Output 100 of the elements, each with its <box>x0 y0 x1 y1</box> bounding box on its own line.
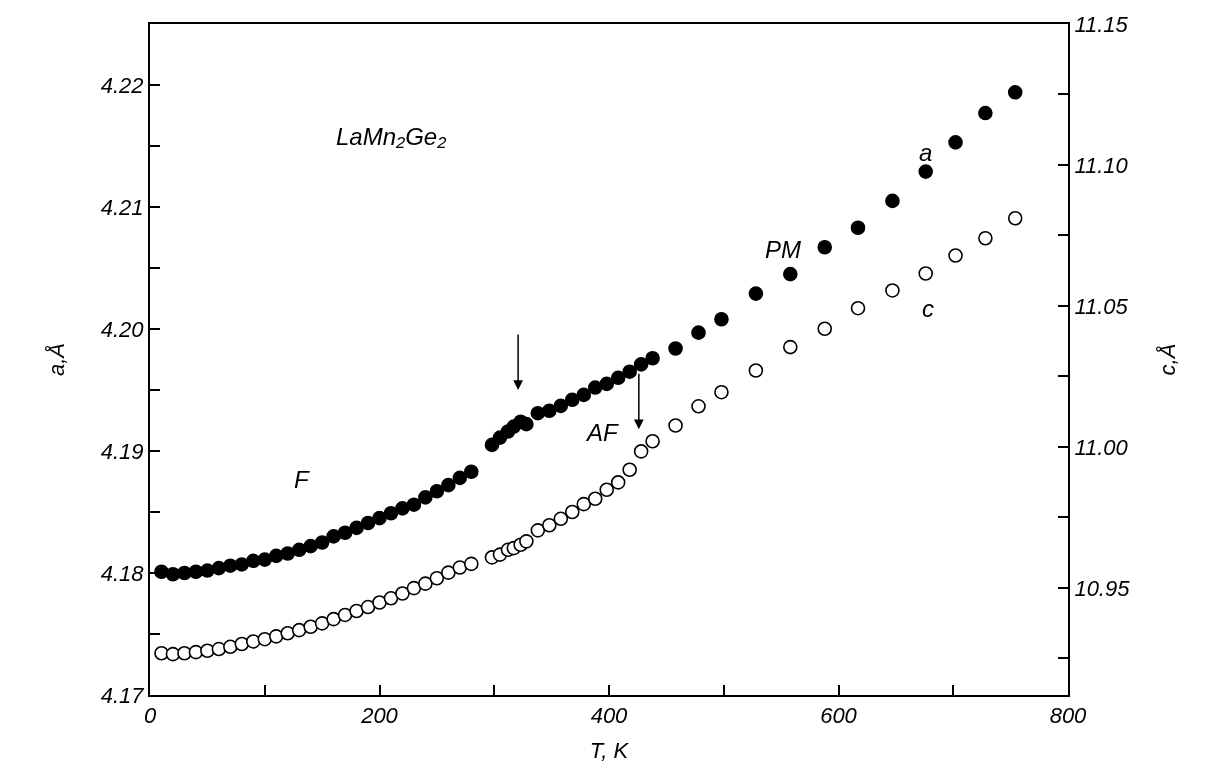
point <box>918 164 934 179</box>
point <box>542 403 557 419</box>
point <box>748 286 764 301</box>
point <box>542 517 557 533</box>
point <box>564 392 580 408</box>
point <box>291 622 307 638</box>
point <box>622 364 637 379</box>
point <box>885 193 900 209</box>
point <box>383 591 399 606</box>
point <box>349 520 364 536</box>
point <box>622 462 637 478</box>
point <box>948 248 963 263</box>
point <box>978 230 993 246</box>
point <box>610 370 626 386</box>
point <box>714 384 729 400</box>
point <box>587 491 603 507</box>
point <box>406 580 422 596</box>
annotation: LaMn₂Ge₂ <box>336 123 447 150</box>
y-tick-label: 4.22 <box>100 72 144 98</box>
point <box>303 538 318 554</box>
point <box>223 639 238 655</box>
point <box>326 529 341 544</box>
point <box>303 619 318 635</box>
point <box>610 475 626 490</box>
point <box>314 616 330 631</box>
y-tick-label: 4.21 <box>100 194 144 220</box>
point <box>268 629 284 644</box>
point <box>599 482 615 498</box>
point <box>349 603 364 619</box>
point <box>234 557 250 572</box>
point <box>441 477 456 493</box>
point <box>154 645 169 661</box>
point <box>200 563 215 578</box>
point <box>200 643 215 659</box>
point <box>576 387 592 403</box>
y-tick-label: 4.18 <box>100 560 145 586</box>
point <box>530 523 546 538</box>
point <box>885 283 900 298</box>
point <box>429 483 445 499</box>
point <box>691 399 706 414</box>
point <box>850 300 866 316</box>
point <box>360 515 376 531</box>
point <box>668 341 683 356</box>
annotation: AF <box>585 419 620 446</box>
point <box>645 433 660 449</box>
y-tick-label: 4.19 <box>100 438 144 464</box>
point <box>783 339 798 355</box>
point <box>360 599 376 615</box>
point <box>817 239 833 255</box>
point <box>633 357 649 372</box>
point <box>1007 210 1023 226</box>
y2-tick-label: 11.15 <box>1074 11 1129 37</box>
point <box>748 363 764 378</box>
annotation: a <box>919 139 933 166</box>
x-tick-label: 600 <box>820 703 858 729</box>
point <box>464 556 479 572</box>
point <box>429 570 445 586</box>
y2-axis-title: c,Å <box>1154 343 1180 376</box>
point <box>418 490 433 505</box>
point <box>177 645 192 661</box>
point <box>326 611 341 627</box>
point <box>245 553 261 569</box>
point <box>395 586 410 601</box>
point <box>948 135 963 150</box>
point <box>314 535 330 550</box>
point <box>587 380 603 395</box>
point <box>452 470 468 486</box>
point <box>553 398 569 414</box>
x-axis-title: T, K <box>589 737 630 763</box>
point <box>564 504 580 520</box>
x-tick-label: 0 <box>143 703 157 729</box>
point <box>406 497 422 512</box>
point <box>576 496 592 512</box>
point <box>599 376 615 392</box>
annotation: PM <box>765 236 802 263</box>
point <box>280 546 295 561</box>
x-tick-label: 200 <box>360 703 399 729</box>
x-tick-label: 400 <box>590 703 629 729</box>
point <box>257 552 273 567</box>
point <box>783 266 798 282</box>
point <box>668 418 683 433</box>
point <box>418 576 433 591</box>
point <box>553 511 569 527</box>
point <box>452 560 468 575</box>
y-tick-label: 4.17 <box>100 682 145 708</box>
point <box>850 220 866 236</box>
point <box>714 311 729 327</box>
point <box>633 444 649 459</box>
y2-tick-label: 11.10 <box>1074 152 1129 178</box>
y-axis-title: a,Å <box>44 342 70 377</box>
point <box>918 266 934 281</box>
y2-tick-label: 11.05 <box>1074 293 1129 319</box>
annotation: c <box>922 295 934 322</box>
y2-tick-label: 10.95 <box>1074 575 1131 601</box>
x-tick-label: 800 <box>1049 703 1088 729</box>
point <box>395 501 410 516</box>
point <box>519 534 534 549</box>
y2-tick-label: 11.00 <box>1074 434 1129 460</box>
point <box>337 525 353 541</box>
point <box>372 510 387 526</box>
